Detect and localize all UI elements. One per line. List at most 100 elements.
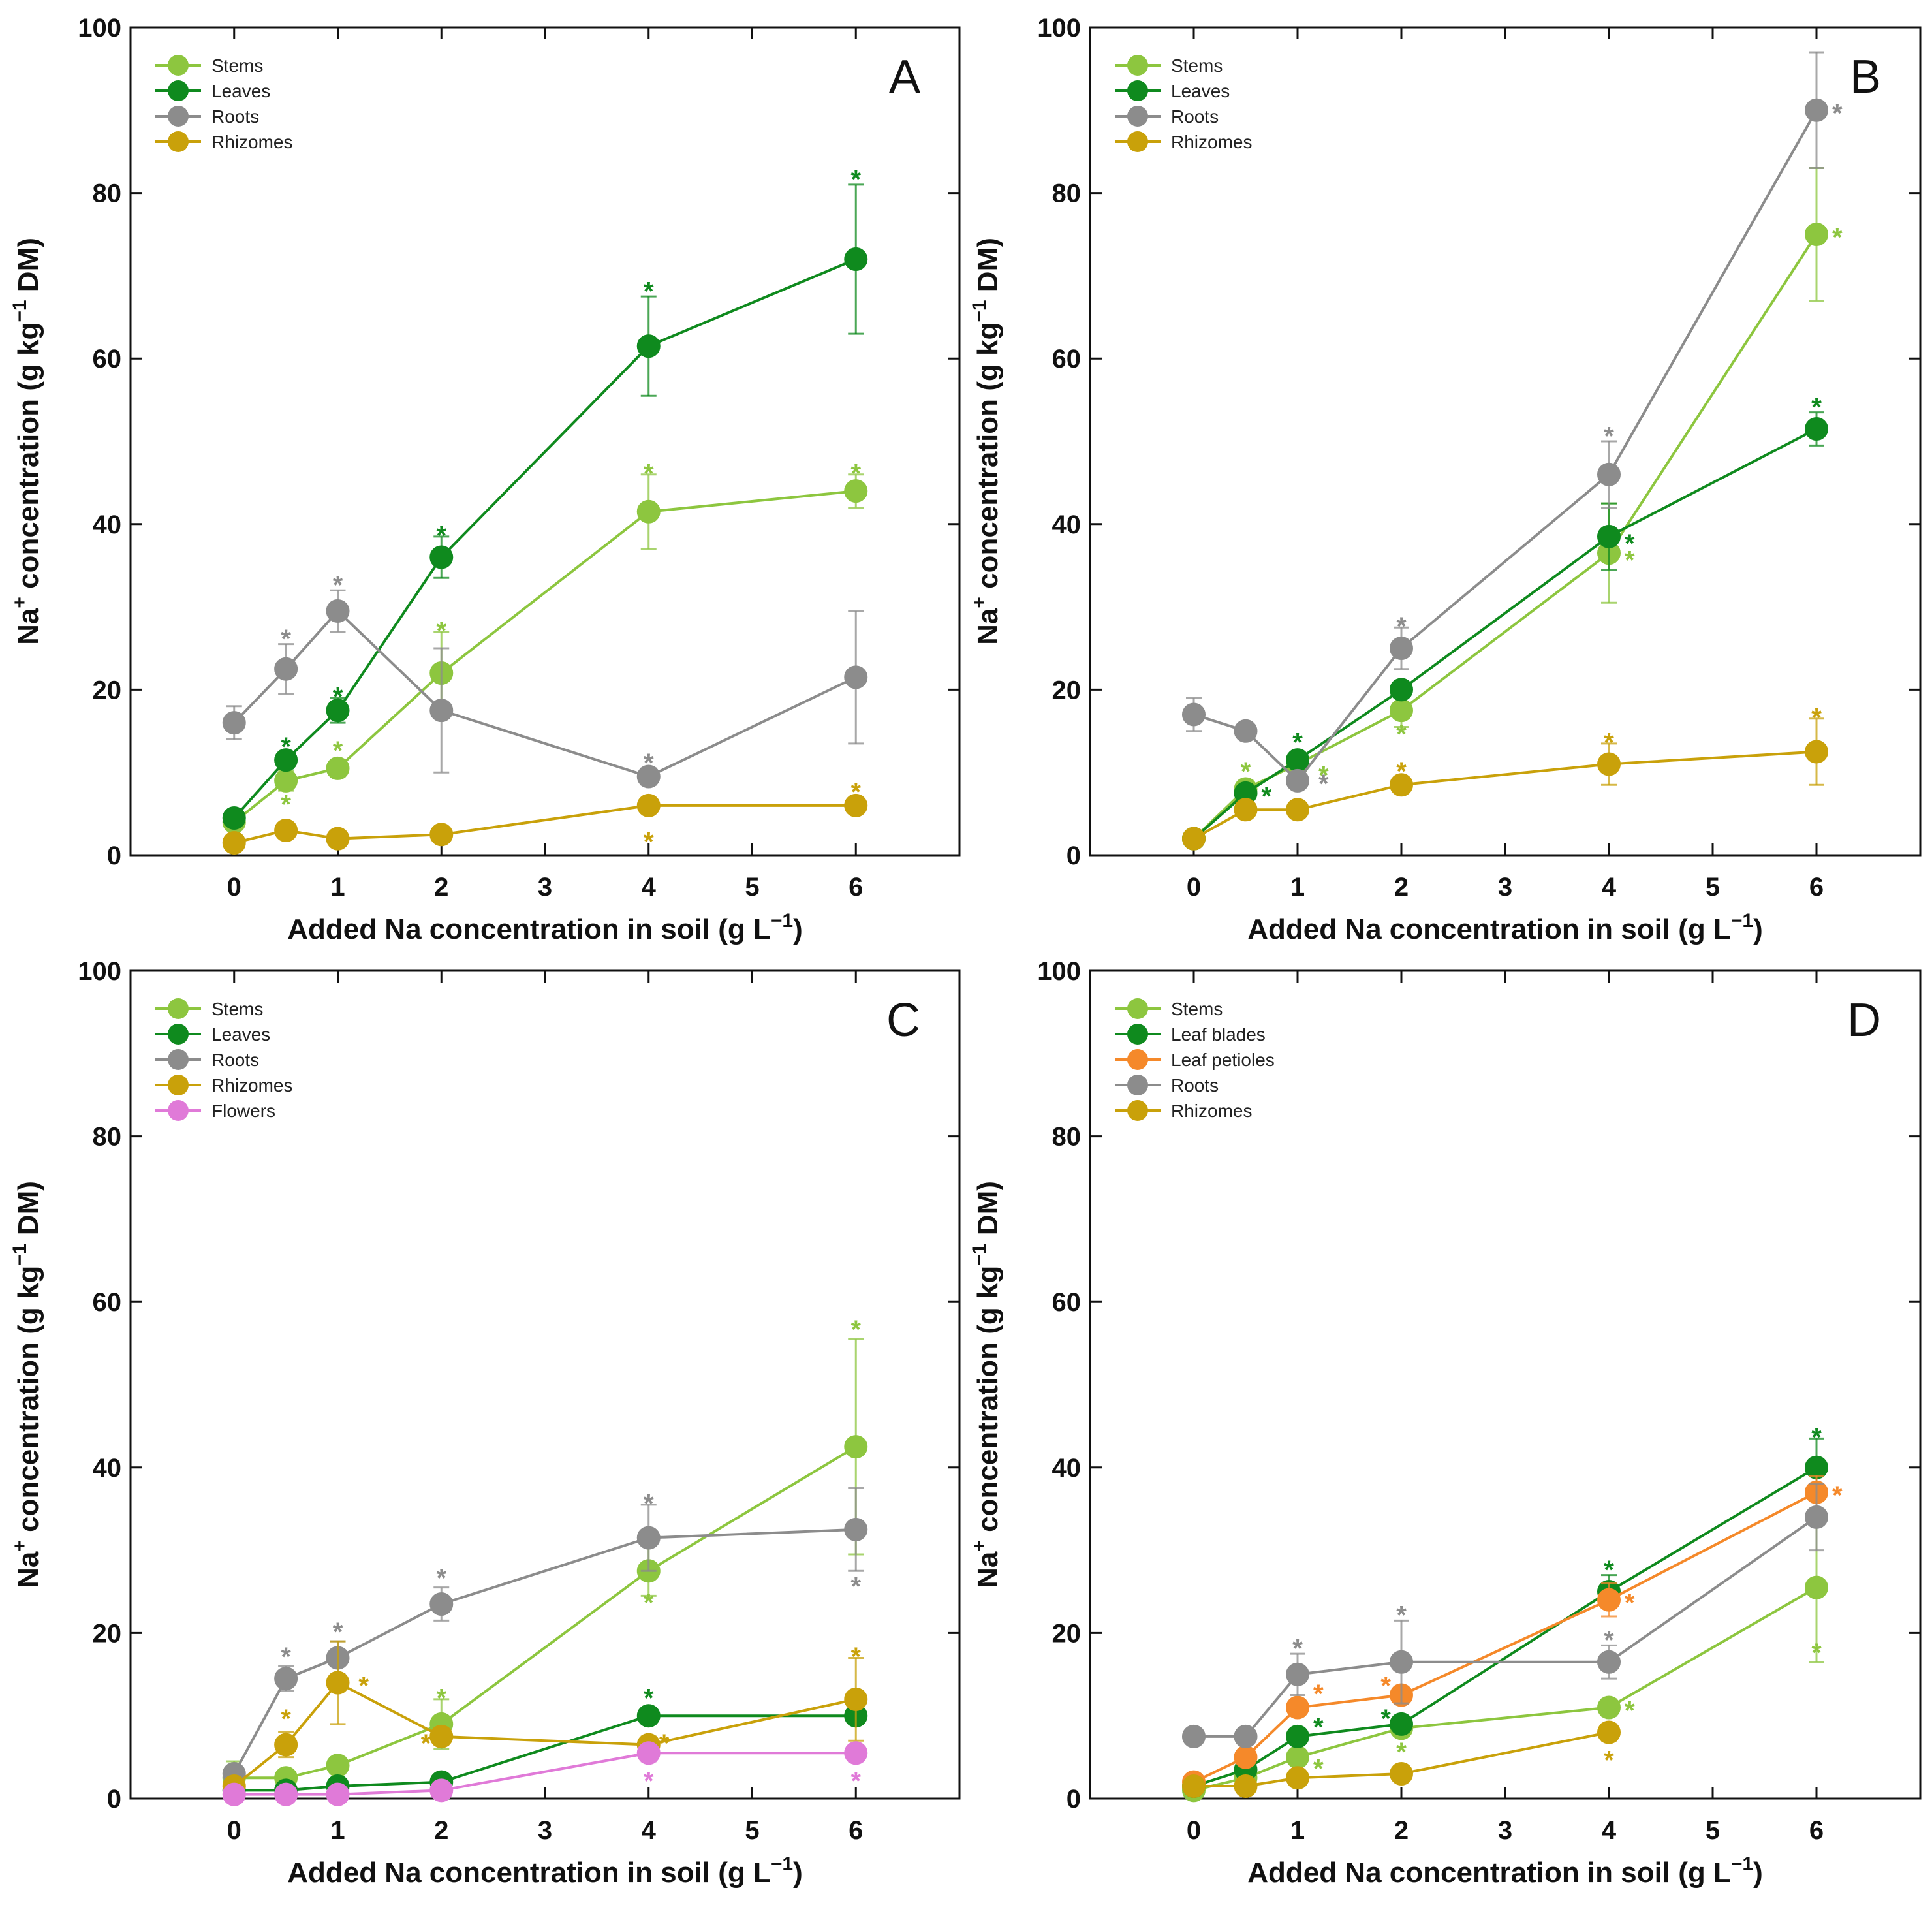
panel-b-ytick-label: 20 <box>1052 676 1082 704</box>
panel-d-series-rhizomes-point <box>1597 1720 1621 1744</box>
panel-c-series-roots-point <box>274 1667 298 1691</box>
panel-a-series-stems-significance-star: * <box>281 791 291 819</box>
panel-d-y-axis-title: Na+ concentration (g kg−1 DM) <box>969 1181 1004 1588</box>
panel-d-ytick-label: 20 <box>1052 1619 1082 1648</box>
panel-d-ytick-label: 100 <box>1037 957 1081 986</box>
panel-b-xtick-label: 2 <box>1394 873 1409 902</box>
panel-a-y-axis-title: Na+ concentration (g kg−1 DM) <box>9 238 44 645</box>
panel-c-legend-marker <box>168 1024 189 1045</box>
panel-b-series-roots-significance-star: * <box>1832 99 1843 128</box>
panel-d-xtick-label: 2 <box>1394 1816 1409 1845</box>
panel-a-legend-marker <box>168 55 189 76</box>
panel-a-series-leaves-significance-star: * <box>281 732 291 761</box>
panel-d-series-stems-significance-star: * <box>1811 1639 1822 1667</box>
panel-b-ytick-label: 100 <box>1037 14 1081 42</box>
panel-c-xtick-label: 2 <box>434 1816 448 1845</box>
panel-a-series-rhizomes-significance-star: * <box>644 828 654 857</box>
panel-b-series-stems-significance-star: * <box>1396 720 1407 749</box>
panel-c-series-rhizomes-significance-star: * <box>358 1671 369 1700</box>
panel-c-legend-label: Roots <box>211 1050 259 1070</box>
panel-b-series-roots-point <box>1390 637 1413 660</box>
panel-a-series-rhizomes-point <box>222 830 246 855</box>
panel-c-series-stems-significance-star: * <box>644 1589 654 1618</box>
panel-a-series-roots-line <box>233 609 857 778</box>
panel-b-series-leaves-significance-star: * <box>1262 782 1272 811</box>
panel-b-series-stems-significance-star: * <box>1318 761 1329 790</box>
panel-c-legend-marker <box>168 1100 189 1121</box>
panel-c-series-flowers-point <box>274 1782 298 1806</box>
panel-b-series-roots-significance-star: * <box>1318 770 1329 798</box>
panel-a-series-roots-point <box>636 764 661 789</box>
panel-d-series-leaf-petioles-point <box>1286 1695 1309 1720</box>
panel-c-legend-item: Stems <box>155 998 263 1019</box>
panel-d-xtick-label: 0 <box>1187 1816 1201 1845</box>
panel-a-legend: Stems Leaves Roots Rhizomes <box>155 55 292 152</box>
panel-c-series-roots-significance-star: * <box>644 1490 654 1519</box>
panel-c-legend-marker <box>168 1049 189 1070</box>
panel-d-series-leaf-petioles-significance-star: * <box>1380 1671 1391 1700</box>
panel-b-series-leaves-significance-star: * <box>1811 393 1822 422</box>
panel-c-legend-item: Leaves <box>155 1024 270 1045</box>
panel-d-xtick-label: 6 <box>1809 1816 1824 1845</box>
panel-b-ytick-label: 40 <box>1052 511 1082 539</box>
panel-a-series-stems-point <box>274 768 298 793</box>
panel-c-panel-letter: C <box>886 994 920 1047</box>
panel-a-series-roots-significance-star: * <box>333 571 343 600</box>
panel-a-series-roots-point <box>274 657 298 681</box>
panel-b-legend-item: Roots <box>1115 106 1219 127</box>
panel-a-ytick-label: 100 <box>78 14 121 42</box>
panel-c-y-axis-title: Na+ concentration (g kg−1 DM) <box>9 1181 44 1588</box>
panel-d-series-roots-point <box>1182 1724 1206 1748</box>
panel-d-series-leaf-petioles-significance-star: * <box>1832 1481 1843 1510</box>
panel-a-series-leaves-line <box>233 258 857 819</box>
panel-b-legend-label: Roots <box>1171 106 1219 127</box>
panel-b-legend: Stems Leaves Roots Rhizomes <box>1115 55 1252 152</box>
panel-c-series-rhizomes-point <box>844 1687 868 1711</box>
panel-b-series-roots-point <box>1597 462 1621 486</box>
panel-b-series-rhizomes-significance-star: * <box>1604 728 1614 757</box>
panel-a-series-rhizomes-point <box>636 793 661 817</box>
panel-a-panel-letter: A <box>889 51 920 103</box>
panel-b-legend-marker <box>1127 55 1148 76</box>
panel-a-legend-label: Stems <box>211 55 263 76</box>
panel-b-xtick-label: 1 <box>1290 873 1305 902</box>
panel-b-series-rhizomes-point <box>1597 752 1621 776</box>
panel-a-series-roots-point <box>222 711 246 735</box>
panel-b-series-leaves-point <box>1805 417 1828 441</box>
panel-d-ytick-label: 0 <box>1067 1785 1081 1814</box>
panel-b-series-stems-significance-star: * <box>1832 223 1843 252</box>
panel-a-series-leaves-point <box>636 334 661 358</box>
panel-d-series-rhizomes-point <box>1390 1761 1413 1786</box>
panel-b-legend-item: Leaves <box>1115 80 1230 101</box>
panel-c-series-rhizomes-point <box>429 1724 454 1748</box>
panel-b-series-stems-significance-star: * <box>1625 546 1635 575</box>
panel-a-series-roots-significance-star: * <box>281 625 291 653</box>
panel-d-series-roots-point <box>1805 1505 1828 1529</box>
panel-b-series-leaves: **** <box>1182 393 1828 851</box>
panel-d-legend-marker <box>1127 1049 1148 1070</box>
panel-c-series-rhizomes-significance-star: * <box>850 1643 861 1671</box>
panel-d-series-leaf-blades-significance-star: * <box>1313 1713 1324 1742</box>
panel-a-legend-item: Roots <box>155 106 259 127</box>
panel-d-series-roots-significance-star: * <box>1292 1634 1303 1663</box>
panel-d-series-leaf-blades-significance-star: * <box>1811 1423 1822 1452</box>
panel-c-series-stems-point <box>844 1435 868 1459</box>
panel-c-series-flowers-significance-star: * <box>644 1767 654 1795</box>
panel-b-xtick-label: 4 <box>1602 873 1617 902</box>
panel-d-legend-label: Rhizomes <box>1171 1101 1252 1121</box>
panel-c-xtick-label: 0 <box>227 1816 242 1845</box>
panel-a-series-rhizomes-point <box>274 818 298 842</box>
panel-b-series-roots-point <box>1805 98 1828 122</box>
panel-c-series-flowers-point <box>844 1741 868 1765</box>
panel-d-legend-label: Stems <box>1171 999 1223 1019</box>
panel-a-series-roots-point <box>429 699 454 723</box>
panel-a-legend-item: Rhizomes <box>155 131 292 152</box>
panel-c-series-rhizomes-significance-star: * <box>281 1705 291 1733</box>
panel-d-series-rhizomes-point <box>1286 1766 1309 1790</box>
panel-c-legend-item: Roots <box>155 1049 259 1070</box>
panel-a-legend-item: Stems <box>155 55 263 76</box>
panel-d-ytick-label: 60 <box>1052 1288 1082 1317</box>
panel-d-series-rhizomes-point <box>1234 1774 1258 1798</box>
panel-a-xtick-label: 4 <box>642 873 657 902</box>
panel-d-panel-letter: D <box>1847 994 1881 1047</box>
